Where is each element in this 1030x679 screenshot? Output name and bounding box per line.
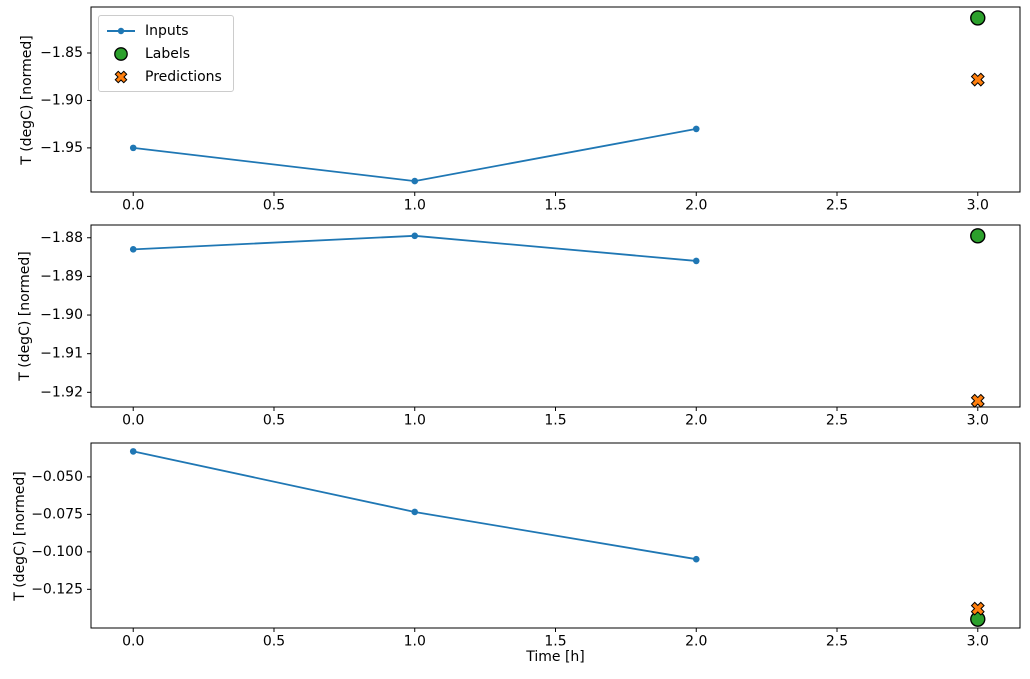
inputs-marker [411,177,419,185]
inputs-marker [129,246,137,253]
y-tick-label: −1.91 [40,346,83,362]
x-tick-label: 3.0 [967,413,989,429]
legend-label-inputs: Inputs [145,22,189,39]
inputs-line [132,128,698,182]
x-axis-title: Time [h] [526,649,585,665]
labels-marker [970,228,986,244]
x-tick-label: 2.5 [826,413,848,429]
x-tick-label: 1.0 [404,413,426,429]
x-tick-label: 0.0 [122,634,144,650]
predictions-marker [970,601,985,616]
legend-label-predictions: Predictions [145,68,222,85]
legend-entry-predictions: Predictions [106,65,222,88]
x-tick-label: 1.5 [544,413,566,429]
inputs-marker [692,257,700,265]
inputs-marker [411,232,419,240]
x-tick-label: 0.0 [122,198,144,214]
x-tick-label: 2.0 [685,634,707,650]
x-tick-label: 0.5 [263,413,285,429]
x-tick-label: 1.0 [404,634,426,650]
x-tick-label: 1.5 [544,198,566,214]
inputs-marker [129,448,137,455]
y-axis-title-subplot-3: T (degC) [normed] [12,471,28,601]
x-tick-label: 3.0 [967,198,989,214]
y-tick-label: −1.85 [40,45,83,61]
x-tick-label: 2.0 [685,198,707,214]
y-tick-label: −0.050 [31,469,83,485]
x-tick-label: 3.0 [967,634,989,650]
predictions-marker [970,72,985,87]
predictions-x-icon [106,69,136,85]
legend-label-labels: Labels [145,45,191,62]
subplot-2-frame [90,224,1021,408]
y-tick-label: −0.100 [31,544,83,560]
x-tick-label: 2.5 [826,634,848,650]
labels-circle-icon [106,46,136,62]
inputs-marker [692,125,700,133]
inputs-marker [411,508,419,516]
labels-marker [970,611,986,627]
y-tick-label: −1.90 [40,92,83,108]
labels-marker [970,10,986,26]
legend-entry-labels: Labels [106,42,222,65]
inputs-marker [129,144,137,152]
inputs-marker [692,555,700,563]
y-tick-label: −0.125 [31,581,83,597]
x-tick-label: 1.0 [404,198,426,214]
y-tick-label: −1.88 [40,230,83,246]
x-tick-label: 0.5 [263,634,285,650]
inputs-line-icon [106,23,136,39]
x-tick-label: 2.5 [826,198,848,214]
x-tick-label: 0.5 [263,198,285,214]
legend-entry-inputs: Inputs [106,19,222,42]
y-tick-label: −1.92 [40,384,83,400]
x-tick-label: 2.0 [685,413,707,429]
inputs-line [132,234,698,262]
inputs-line [132,450,698,561]
y-tick-label: −0.075 [31,506,83,522]
y-tick-label: −1.89 [40,268,83,284]
x-tick-label: 1.5 [544,634,566,650]
predictions-marker [970,393,985,408]
legend: Inputs Labels Predictions [98,15,234,92]
y-tick-label: −1.90 [40,307,83,323]
x-tick-label: 0.0 [122,413,144,429]
y-tick-label: −1.95 [40,140,83,156]
